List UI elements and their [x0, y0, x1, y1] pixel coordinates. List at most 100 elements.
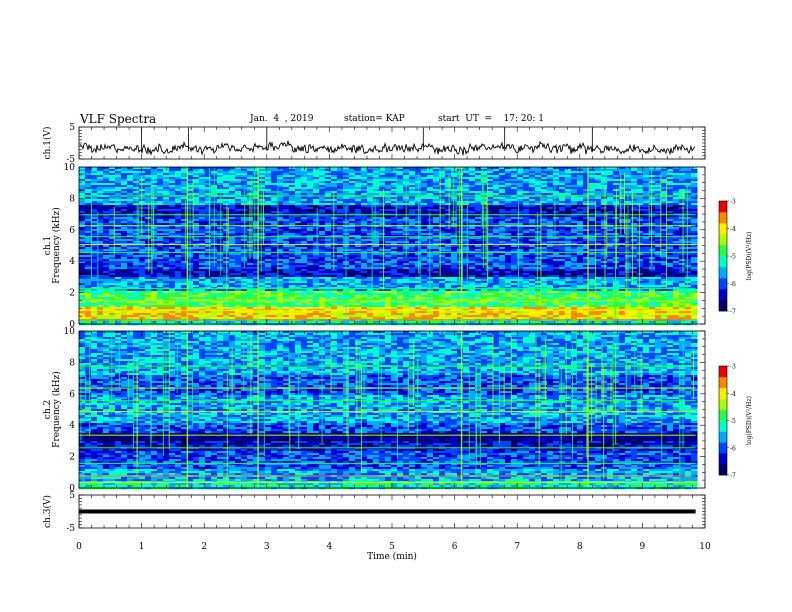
- spectro-cell: [271, 253, 278, 256]
- spectro-cell: [289, 185, 296, 188]
- spectro-cell: [127, 175, 134, 178]
- spectro-cell: [151, 233, 158, 236]
- spectro-cell: [547, 223, 554, 226]
- spectro-cell: [517, 193, 524, 196]
- spectro-cell: [445, 179, 452, 182]
- spectro-cell: [583, 189, 590, 192]
- spectro-cell: [463, 183, 470, 186]
- figure-title: VLF Spectra: [80, 112, 157, 126]
- spectro-cell: [103, 181, 110, 184]
- spectro-cell: [571, 221, 578, 224]
- spectro-cell: [547, 247, 554, 250]
- spectro-cell: [517, 241, 524, 244]
- spectro-cell: [289, 199, 296, 202]
- spectro-cell: [115, 227, 122, 230]
- spectro-cell: [409, 181, 416, 184]
- spectro-cell: [85, 237, 92, 240]
- spectro-cell: [319, 205, 326, 208]
- spectro-cell: [151, 209, 158, 212]
- spectro-cell: [235, 207, 242, 210]
- spectro-cell: [565, 187, 572, 190]
- spectro-cell: [337, 183, 344, 186]
- spectro-cell: [103, 201, 110, 204]
- spectro-cell: [349, 189, 356, 192]
- spectro-cell: [655, 205, 662, 208]
- spectro-cell: [655, 203, 662, 206]
- spectro-cell: [463, 197, 470, 200]
- spectro-cell: [271, 203, 278, 206]
- spectro-cell: [277, 253, 284, 256]
- spectro-cell: [253, 211, 260, 214]
- spectro-cell: [571, 197, 578, 200]
- spectro-cell: [169, 229, 176, 232]
- spectro-cell: [307, 239, 314, 242]
- spectro-cell: [463, 227, 470, 230]
- spectro-cell: [283, 247, 290, 250]
- spectro-cell: [379, 219, 386, 222]
- spectro-cell: [247, 185, 254, 188]
- spectro-cell: [457, 207, 464, 210]
- spectro-cell: [385, 197, 392, 200]
- spectro-cell: [535, 205, 542, 208]
- spectro-cell: [661, 211, 668, 214]
- spectro-cell: [109, 193, 116, 196]
- spectro-cell: [673, 179, 680, 182]
- spectro-cell: [163, 261, 170, 264]
- spectro-cell: [673, 223, 680, 226]
- spectro-cell: [265, 237, 272, 240]
- spectro-cell: [403, 171, 410, 174]
- spectro-cell: [247, 169, 254, 172]
- spectro-cell: [151, 255, 158, 258]
- spectro-cell: [445, 245, 452, 248]
- spectro-cell: [235, 197, 242, 200]
- spectro-cell: [631, 191, 638, 194]
- spectro-cell: [481, 203, 488, 206]
- spectro-cell: [517, 171, 524, 174]
- spectro-cell: [199, 229, 206, 232]
- spectro-cell: [577, 187, 584, 190]
- spectro-cell: [643, 227, 650, 230]
- spectro-cell: [127, 185, 134, 188]
- spectro-cell: [265, 173, 272, 176]
- spectro-cell: [571, 205, 578, 208]
- spectro-cell: [679, 233, 686, 236]
- spectro-cell: [301, 247, 308, 250]
- spectro-cell: [661, 253, 668, 256]
- spectro-cell: [439, 247, 446, 250]
- spectro-cell: [409, 183, 416, 186]
- spectro-cell: [103, 197, 110, 200]
- spectro-cell: [595, 177, 602, 180]
- spectro-cell: [523, 177, 530, 180]
- spectro-cell: [547, 249, 554, 252]
- spectro-cell: [295, 197, 302, 200]
- spectro-cell: [325, 199, 332, 202]
- spectro-cell: [361, 193, 368, 196]
- spectro-cell: [511, 259, 518, 262]
- spectro-cell: [553, 255, 560, 258]
- spectro-cell: [271, 177, 278, 180]
- spectro-cell: [409, 259, 416, 262]
- spectro-cell: [103, 205, 110, 208]
- spectro-cell: [283, 167, 290, 170]
- spectro-cell: [349, 193, 356, 196]
- spectro-cell: [457, 237, 464, 240]
- spectro-cell: [667, 255, 674, 258]
- spectro-cell: [295, 203, 302, 206]
- spectro-cell: [565, 207, 572, 210]
- spectro-cell: [595, 253, 602, 256]
- spectro-cell: [493, 193, 500, 196]
- spectro-cell: [457, 249, 464, 252]
- spectro-cell: [109, 253, 116, 256]
- spectro-cell: [97, 217, 104, 220]
- spectro-cell: [433, 199, 440, 202]
- spectro-cell: [187, 169, 194, 172]
- spectro-cell: [607, 253, 614, 256]
- spectro-cell: [505, 191, 512, 194]
- spectro-cell: [391, 189, 398, 192]
- spectro-cell: [265, 197, 272, 200]
- spectro-cell: [355, 219, 362, 222]
- spectro-cell: [361, 223, 368, 226]
- spectro-cell: [97, 229, 104, 232]
- spectro-cell: [451, 217, 458, 220]
- spectro-cell: [133, 173, 140, 176]
